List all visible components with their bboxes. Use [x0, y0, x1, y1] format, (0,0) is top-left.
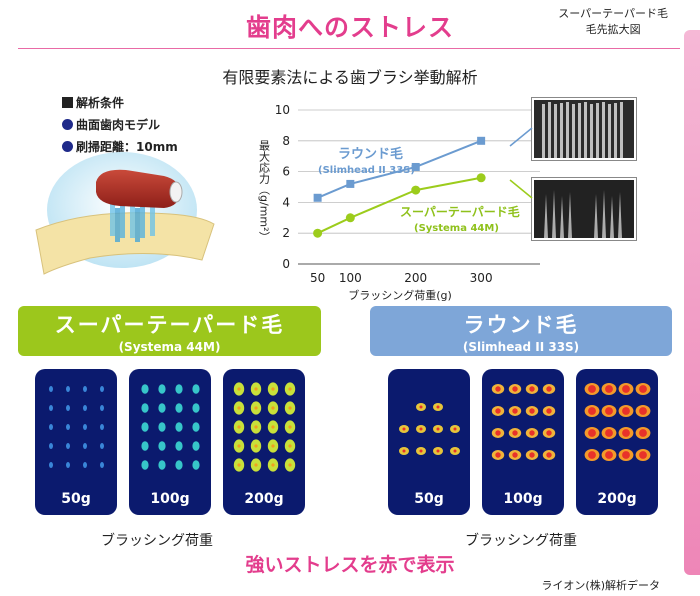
stress-panel-100g: 100g [482, 369, 564, 515]
legend-tapered-sub: (Systema 44M) [414, 223, 499, 234]
analysis-conditions: 解析条件 曲面歯肉モデル 刷掃距離：10mm [62, 92, 178, 158]
bullet-icon [62, 141, 73, 152]
x-tick-label: 300 [470, 271, 493, 285]
square-bullet-icon [62, 97, 73, 108]
bullet-icon [62, 119, 73, 130]
stress-panel-200g: 200g [223, 369, 305, 515]
magnified-view-caption: スーパーテーパード毛 毛先拡大図 [558, 6, 668, 38]
corner-caption-line2: 毛先拡大図 [585, 23, 641, 36]
y-axis-label: 最大応力（g/mm²） [258, 140, 271, 243]
stress-legend-message: 強いストレスを赤で表示 [245, 554, 455, 576]
legend-tapered: スーパーテーパード毛 (Systema 44M) [400, 204, 520, 234]
data-point [313, 193, 322, 202]
y-tick-label: 4 [282, 195, 290, 209]
legend-round-sub: (Slimhead II 33S) [318, 165, 415, 176]
stress-heatmap [233, 382, 296, 472]
conditions-heading-text: 解析条件 [76, 96, 125, 110]
condition-model-text: 曲面歯肉モデル [76, 118, 161, 132]
analysis-subtitle: 有限要素法による歯ブラシ挙動解析 [222, 68, 478, 87]
stress-heatmap [141, 384, 200, 470]
round-panels-caption: ブラッシング荷重 [465, 533, 577, 549]
stress-heatmap [399, 403, 460, 455]
y-axis-ticks: 0 2 4 6 8 10 [275, 103, 290, 271]
gum-model-illustration [35, 152, 215, 275]
brush-neck [169, 181, 183, 203]
corner-caption-line1: スーパーテーパード毛 [558, 7, 668, 20]
data-credit: ライオン(株)解析データ [541, 579, 660, 592]
panel-load-label: 200g [244, 491, 284, 507]
round-banner-title: ラウンド毛 [463, 313, 579, 337]
gum-surface [35, 212, 215, 275]
y-tick-label: 10 [275, 103, 290, 117]
condition-distance-text: 刷掃距離：10mm [76, 140, 178, 154]
series-1 [313, 173, 486, 238]
max-stress-chart: 0 2 4 6 8 10 50 100 200 300 ブラッシング荷重(g) 最大応力（g/m… [258, 103, 540, 302]
x-axis-ticks: 50 100 200 300 [310, 271, 493, 285]
data-point [476, 173, 486, 183]
panel-load-label: 100g [150, 491, 190, 507]
data-point [313, 228, 323, 238]
x-tick-label: 100 [339, 271, 362, 285]
data-point [477, 136, 486, 145]
x-tick-label: 200 [404, 271, 427, 285]
round-banner-sub: (Slimhead II 33S) [462, 340, 580, 354]
panel-load-label: 50g [414, 491, 444, 507]
condition-model: 曲面歯肉モデル [62, 114, 178, 136]
stress-panel-50g: 50g [35, 369, 117, 515]
stress-panel-100g: 100g [129, 369, 211, 515]
series-line [317, 139, 482, 199]
stress-heatmap [49, 386, 104, 468]
legend-round: ラウンド毛 (Slimhead II 33S) [318, 146, 415, 176]
conditions-heading: 解析条件 [62, 92, 178, 114]
stress-heatmap [491, 384, 556, 460]
series-0 [313, 136, 486, 202]
x-axis-label: ブラッシング荷重(g) [348, 288, 452, 302]
data-point [346, 179, 355, 188]
bristle-tufts [110, 200, 155, 242]
data-point [411, 162, 420, 171]
tapered-banner-title: スーパーテーパード毛 [54, 313, 285, 337]
chart-series [313, 136, 486, 238]
side-decoration [684, 30, 700, 575]
panel-load-label: 50g [61, 491, 91, 507]
legend-round-name: ラウンド毛 [338, 146, 403, 162]
y-tick-label: 8 [282, 134, 290, 148]
tapered-bristle-banner: スーパーテーパード毛 (Systema 44M) [18, 306, 321, 356]
tapered-panels-caption: ブラッシング荷重 [101, 533, 213, 549]
round-bristle-photo [531, 97, 637, 161]
round-bristle-banner: ラウンド毛 (Slimhead II 33S) [370, 306, 672, 356]
photo-connector-lines [509, 127, 533, 199]
y-tick-label: 2 [282, 226, 290, 240]
panel-load-label: 100g [503, 491, 543, 507]
y-tick-label: 6 [282, 165, 290, 179]
x-tick-label: 50 [310, 271, 325, 285]
title-divider [18, 48, 680, 49]
stress-heatmap [584, 383, 651, 461]
legend-tapered-name: スーパーテーパード毛 [400, 204, 520, 219]
condition-distance: 刷掃距離：10mm [62, 136, 178, 158]
data-point [411, 185, 421, 195]
brush-head [96, 169, 180, 208]
stress-panel-50g: 50g [388, 369, 470, 515]
tapered-banner-sub: (Systema 44M) [118, 340, 221, 354]
page-title: 歯肉へのストレス [245, 13, 454, 42]
data-point [345, 213, 355, 223]
tapered-bristle-photo [531, 177, 637, 241]
panel-load-label: 200g [597, 491, 637, 507]
series-line [317, 176, 482, 235]
stress-panel-200g: 200g [576, 369, 658, 515]
y-tick-label: 0 [282, 257, 290, 271]
chart-grid [298, 109, 540, 265]
